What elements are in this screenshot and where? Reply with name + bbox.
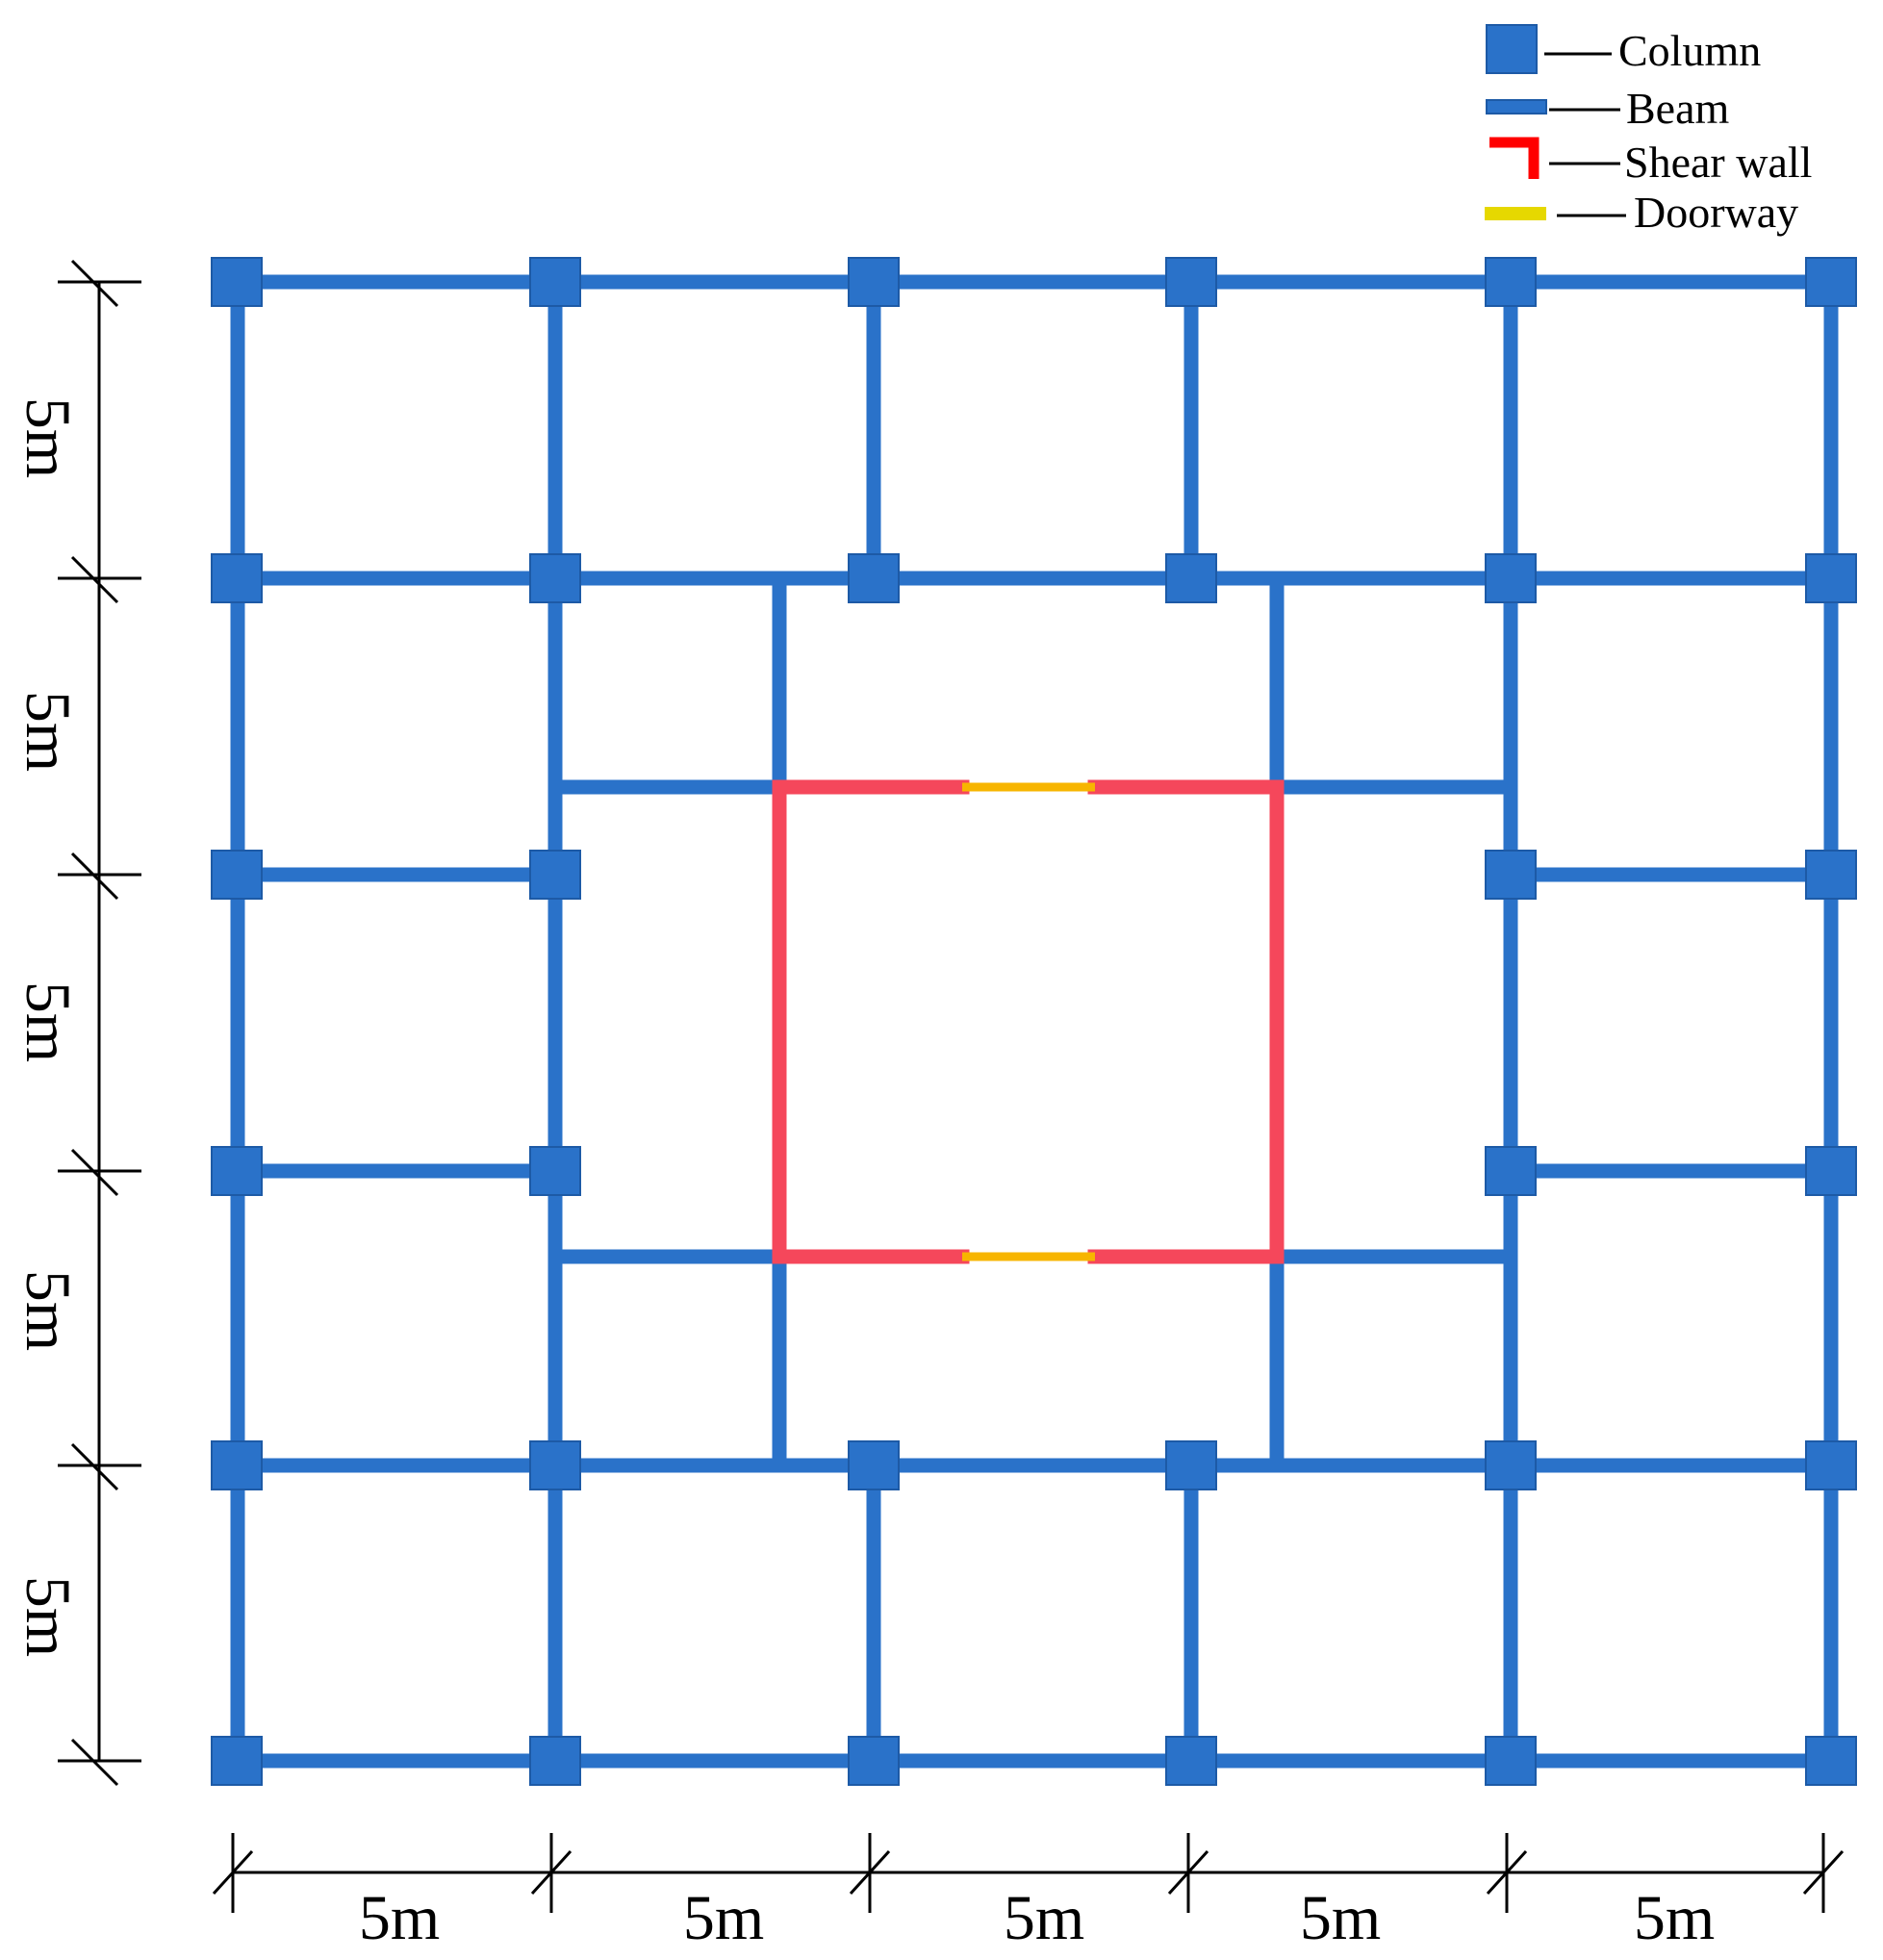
- column: [529, 257, 581, 307]
- column: [848, 553, 900, 603]
- column: [1485, 850, 1537, 900]
- doorway-bar-icon: [1485, 207, 1546, 220]
- column: [1485, 1146, 1537, 1196]
- dimension-label: 5m: [13, 397, 83, 478]
- dimension-label: 5m: [1300, 1883, 1381, 1953]
- dimension-label: 5m: [359, 1883, 440, 1953]
- doorways: [962, 782, 1095, 1261]
- dimension-label: 5m: [1004, 1883, 1084, 1953]
- shear-wall-icon: [1489, 137, 1539, 179]
- column: [1165, 257, 1217, 307]
- dimension-label: 5m: [13, 981, 83, 1062]
- vertical-dimension: [58, 259, 141, 1787]
- column: [1485, 553, 1537, 603]
- legend-label-shear-wall: Shear wall: [1624, 138, 1812, 187]
- legend-item-shear-wall: Shear wall: [1489, 137, 1812, 187]
- horizontal-dimension-labels: 5m 5m 5m 5m 5m: [359, 1883, 1715, 1953]
- column: [1805, 1146, 1857, 1196]
- legend-label-column: Column: [1618, 26, 1761, 75]
- column: [848, 1736, 900, 1786]
- tick-mark: [70, 1442, 119, 1491]
- tick-mark: [1167, 1849, 1209, 1896]
- column: [1485, 257, 1537, 307]
- dimension-label: 5m: [13, 691, 83, 772]
- column: [211, 553, 263, 603]
- column: [1165, 1440, 1217, 1490]
- beam-bar-icon: [1486, 99, 1547, 115]
- legend-item-beam: Beam: [1486, 84, 1730, 133]
- legend-label-doorway: Doorway: [1634, 188, 1798, 237]
- legend-item-column: Column: [1486, 24, 1761, 75]
- column: [848, 1440, 900, 1490]
- beams: [230, 274, 1839, 1769]
- dimension-label: 5m: [683, 1883, 764, 1953]
- dimension-label: 5m: [1634, 1883, 1715, 1953]
- column: [1805, 553, 1857, 603]
- columns: [211, 257, 1857, 1786]
- tick-mark: [70, 1148, 119, 1197]
- column: [848, 257, 900, 307]
- tick-mark: [70, 259, 119, 308]
- tick-mark: [70, 852, 119, 901]
- column-square-icon: [1486, 24, 1538, 74]
- horizontal-dimension: [212, 1833, 1845, 1913]
- shear-wall-core: [772, 779, 1285, 1264]
- dimension-label: 5m: [13, 1576, 83, 1657]
- column: [1485, 1440, 1537, 1490]
- column: [529, 850, 581, 900]
- tick-mark: [70, 1738, 119, 1787]
- legend-label-beam: Beam: [1626, 84, 1730, 133]
- column: [211, 850, 263, 900]
- column: [1485, 1736, 1537, 1786]
- column: [211, 1146, 263, 1196]
- legend: Column Beam Shear wall Doorway: [1485, 24, 1812, 237]
- tick-mark: [849, 1849, 891, 1896]
- tick-mark: [530, 1849, 573, 1896]
- column: [211, 1736, 263, 1786]
- tick-mark: [70, 555, 119, 604]
- tick-mark: [1486, 1849, 1528, 1896]
- column: [211, 1440, 263, 1490]
- column: [529, 1440, 581, 1490]
- dimension-label: 5m: [13, 1270, 83, 1351]
- column: [1805, 1736, 1857, 1786]
- legend-item-doorway: Doorway: [1485, 188, 1798, 237]
- tick-mark: [212, 1849, 254, 1896]
- column: [1805, 257, 1857, 307]
- tick-mark: [1802, 1849, 1845, 1896]
- column: [529, 1146, 581, 1196]
- column: [1165, 1736, 1217, 1786]
- column: [1805, 1440, 1857, 1490]
- column: [529, 553, 581, 603]
- column: [1805, 850, 1857, 900]
- column: [1165, 553, 1217, 603]
- column: [211, 257, 263, 307]
- column: [529, 1736, 581, 1786]
- vertical-dimension-labels: 5m 5m 5m 5m 5m: [13, 397, 83, 1657]
